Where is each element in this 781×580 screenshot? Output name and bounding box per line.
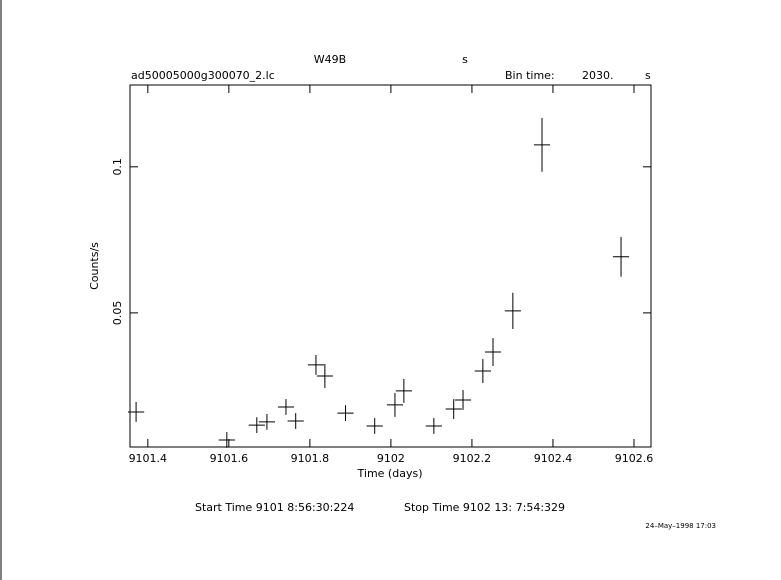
object-unit: s: [462, 53, 468, 66]
file-name: ad50005000g300070_2.lc: [131, 69, 275, 82]
x-tick-label: 9102.4: [534, 452, 573, 465]
x-tick-label: 9102.6: [615, 452, 654, 465]
bin-label: Bin time:: [505, 69, 555, 82]
date: 24–May–1998 17:03: [645, 522, 716, 530]
y-axis-label: Counts/s: [88, 242, 101, 290]
x-tick-label: 9102.2: [453, 452, 492, 465]
x-tick-label: 9101.8: [291, 452, 330, 465]
stop-time: Stop Time 9102 13: 7:54:329: [404, 501, 565, 514]
plot-frame: [129, 84, 652, 448]
x-tick-label: 9102: [377, 452, 405, 465]
x-tick-label: 9101.6: [210, 452, 249, 465]
start-time: Start Time 9101 8:56:30:224: [195, 501, 354, 514]
x-axis-label: Time (days): [357, 467, 423, 480]
bin-unit: s: [645, 69, 651, 82]
x-tick-label: 9101.4: [129, 452, 168, 465]
bin-value: 2030.: [582, 69, 614, 82]
y-tick-label: 0.1: [111, 158, 124, 176]
y-tick-label: 0.05: [111, 301, 124, 326]
object-name: W49B: [314, 53, 346, 66]
